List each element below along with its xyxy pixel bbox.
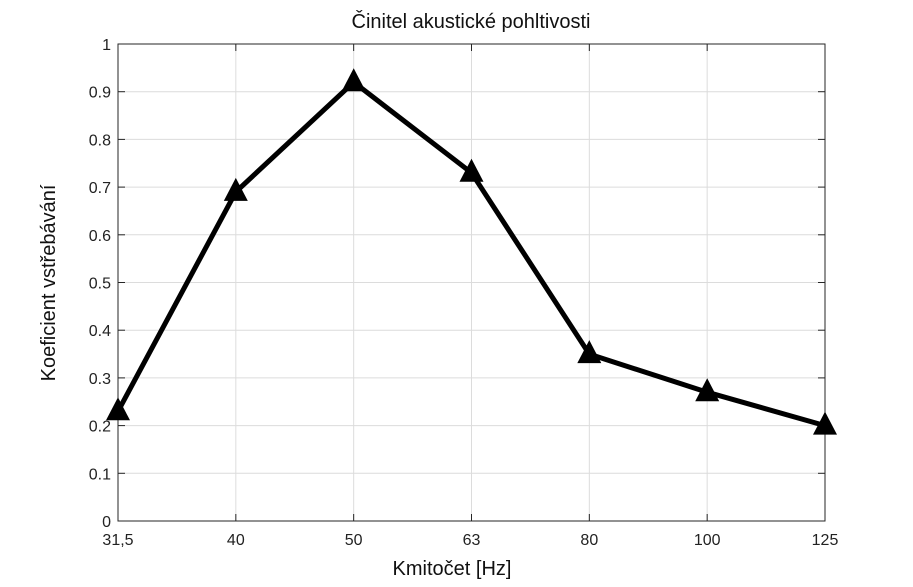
data-point-marker [577,340,602,364]
y-tick-label: 0.1 [89,466,111,483]
y-tick-label: 0 [102,514,111,531]
plot-border [117,43,826,522]
x-tick-label: 80 [580,532,598,549]
y-tick-label: 0.4 [89,323,111,340]
y-tick-label: 1 [102,37,111,54]
grid-lines [118,44,825,521]
y-tick-label: 0.5 [89,276,111,293]
y-axis-label: Koeficient vstřebávání [38,184,60,381]
x-axis-tick-labels: 31,5 40 50 63 80 100 125 [102,532,838,549]
data-point-marker [695,378,720,402]
series-group [106,68,837,435]
y-tick-label: 0.2 [89,419,111,436]
y-tick-label: 0.6 [89,228,111,245]
x-tick-label: 50 [345,532,363,549]
y-tick-label: 0.7 [89,180,111,197]
data-point-marker [106,397,130,421]
x-axis-label: Kmitočet [Hz] [393,558,512,580]
data-point-marker [341,68,366,92]
x-tick-label: 63 [463,532,481,549]
x-tick-label: 125 [812,532,839,549]
data-point-marker [813,411,837,435]
x-tick-label: 100 [694,532,721,549]
data-point-marker [223,177,248,201]
data-point-marker [459,158,484,182]
y-tick-label: 0.8 [89,132,111,149]
x-tick-label: 31,5 [102,532,133,549]
y-tick-label: 0.3 [89,371,111,388]
x-tick-label: 40 [227,532,245,549]
y-axis-tick-labels: 0 0.1 0.2 0.3 0.4 0.5 0.6 0.7 0.8 0.9 1 [89,37,111,531]
y-tick-label: 0.9 [89,85,111,102]
chart-title: Činitel akustické pohltivosti [352,10,591,33]
